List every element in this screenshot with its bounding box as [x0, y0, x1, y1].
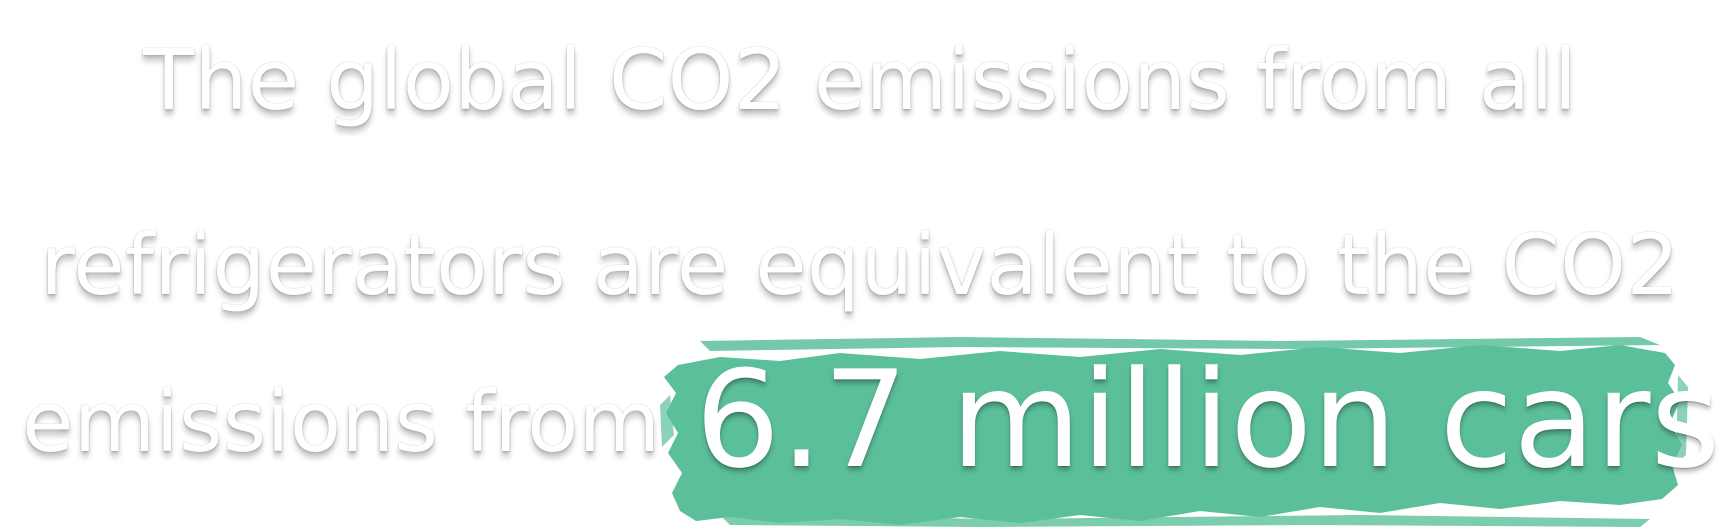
statement-line-3-prefix: emissions from: [22, 373, 661, 471]
highlight-figure: 6.7 million cars.: [695, 342, 1720, 498]
brush-stroke-highlight: [660, 337, 1688, 527]
statement-line-2: refrigerators are equivalent to the CO2: [40, 216, 1680, 314]
statement-line-1: The global CO2 emissions from all: [143, 31, 1577, 129]
